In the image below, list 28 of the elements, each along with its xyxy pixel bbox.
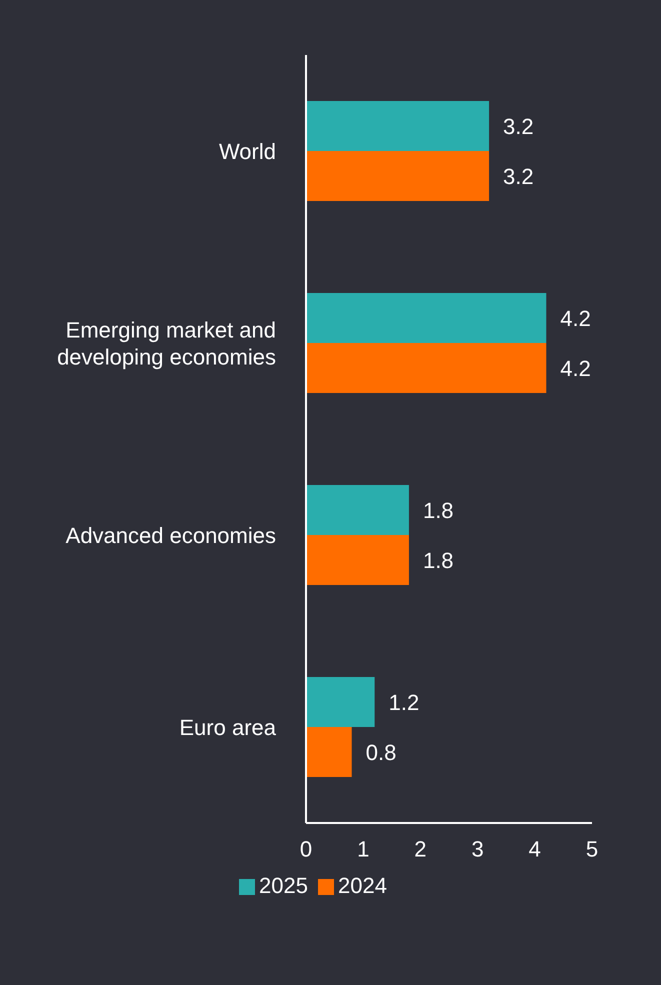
bar <box>306 293 546 343</box>
data-label: 3.2 <box>503 114 534 139</box>
bar <box>306 343 546 393</box>
y-tick-label: World <box>218 138 276 164</box>
y-tick-label: Euro area <box>179 714 277 740</box>
x-tick-label: 2 <box>414 836 427 862</box>
bar <box>306 677 375 727</box>
bar <box>306 101 490 151</box>
bar <box>306 485 409 535</box>
legend-label: 2025 <box>259 873 308 898</box>
bar <box>306 727 352 777</box>
x-tick-label: 0 <box>300 836 312 862</box>
data-label: 4.2 <box>560 306 591 331</box>
x-tick-label: 1 <box>357 836 370 862</box>
bar <box>306 151 490 201</box>
data-label: 1.8 <box>422 498 454 523</box>
y-tick-label: Advanced economies <box>66 522 276 548</box>
x-tick-label: 4 <box>528 836 541 862</box>
x-tick-label: 5 <box>586 836 598 862</box>
data-label: 0.8 <box>366 740 396 765</box>
data-label: 1.2 <box>388 690 420 715</box>
legend-label: 2024 <box>338 873 387 898</box>
data-label: 1.8 <box>422 548 454 573</box>
bar <box>306 535 409 585</box>
data-label: 4.2 <box>560 356 591 381</box>
x-tick-label: 3 <box>471 836 484 862</box>
y-tick-label: Emerging market and developing economies <box>57 317 276 369</box>
data-label: 3.2 <box>503 164 534 189</box>
